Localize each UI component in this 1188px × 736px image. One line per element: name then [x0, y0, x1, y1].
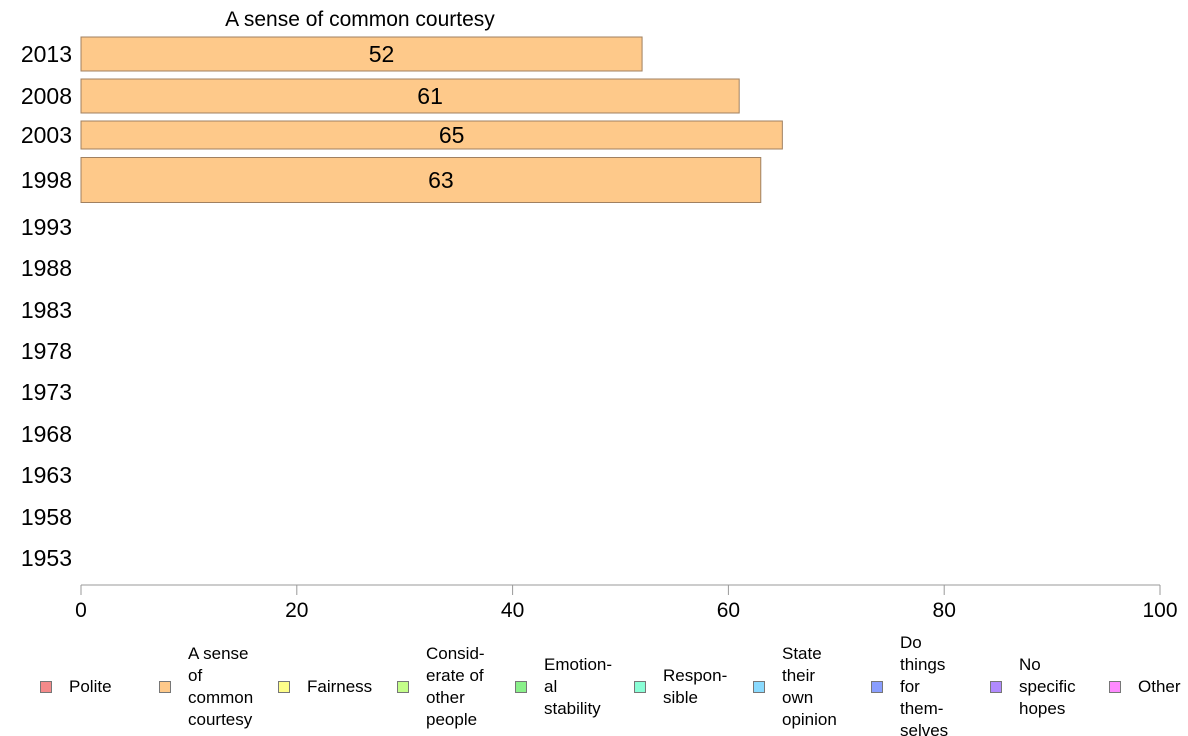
y-tick-label: 1993 [21, 214, 72, 240]
legend-label: Emotion- al stability [544, 655, 613, 718]
bar [80, 36, 643, 72]
legend-item: Polite [40, 676, 112, 698]
legend-label: No specific hopes [1019, 655, 1076, 718]
legend-label: Fairness [307, 677, 373, 696]
y-tick-label: 2008 [21, 83, 72, 109]
bar-chart: A sense of common courtesy 52 61 65 63 2013… [21, 8, 1178, 622]
legend-swatch [634, 681, 646, 693]
legend-item: Do things for them- selves [871, 636, 948, 736]
legend-label: State their own opinion [782, 644, 837, 729]
legend-label: A sense of common courtesy [188, 644, 254, 729]
legend-swatch [278, 681, 290, 693]
legend-item: Fairness [278, 676, 372, 698]
x-axis: 0 20 40 60 80 100 [75, 584, 1178, 622]
y-tick-label: 1978 [21, 338, 72, 364]
legend-swatch [515, 681, 527, 693]
y-tick-label: 1953 [21, 545, 72, 571]
data-label: 61 [417, 83, 443, 109]
bars-group: 52 61 65 63 [80, 36, 783, 203]
legend-swatch [753, 681, 765, 693]
bar [80, 120, 783, 150]
x-tick-label: 80 [933, 599, 956, 622]
legend: Polite A sense of common courtesy Fairness… [0, 636, 1188, 736]
legend-swatch [1109, 681, 1121, 693]
legend-swatch [159, 681, 171, 693]
legend-swatch [40, 681, 52, 693]
legend-item: Emotion- al stability [515, 654, 612, 720]
legend-label: Polite [69, 677, 112, 696]
legend-item: Respon- sible [634, 665, 727, 709]
legend-item: State their own opinion [753, 643, 837, 731]
x-tick-label: 0 [75, 599, 87, 622]
legend-swatch [871, 681, 883, 693]
y-tick-label: 2003 [21, 122, 72, 148]
legend-swatch [397, 681, 409, 693]
legend-item: Other [1109, 676, 1181, 698]
legend-swatch [990, 681, 1002, 693]
x-tick-label: 40 [501, 599, 524, 622]
y-tick-label: 1968 [21, 421, 72, 447]
y-tick-label: 1958 [21, 504, 72, 530]
legend-item: A sense of common courtesy [159, 643, 253, 731]
data-label: 52 [369, 41, 395, 67]
x-tick-label: 60 [717, 599, 740, 622]
x-tick-label: 20 [285, 599, 308, 622]
data-label: 65 [439, 122, 465, 148]
legend-item: No specific hopes [990, 654, 1076, 720]
legend-label: Consid- erate of other people [426, 644, 485, 729]
chart-title: A sense of common courtesy [225, 8, 495, 31]
data-label: 63 [428, 167, 454, 193]
bar [80, 78, 740, 114]
y-tick-label: 1998 [21, 167, 72, 193]
y-axis-labels: 2013 2008 2003 1998 1993 1988 1983 1978 1973 1968… [21, 41, 72, 571]
y-tick-label: 1973 [21, 379, 72, 405]
legend-label: Other [1138, 677, 1181, 696]
x-tick-label: 100 [1142, 599, 1177, 622]
legend-label: Do things for them- selves [900, 636, 949, 736]
y-tick-label: 1983 [21, 297, 72, 323]
y-tick-label: 1988 [21, 255, 72, 281]
y-tick-label: 1963 [21, 462, 72, 488]
y-tick-label: 2013 [21, 41, 72, 67]
legend-item: Consid- erate of other people [397, 643, 485, 731]
legend-label: Respon- sible [663, 666, 728, 707]
bar [80, 157, 762, 203]
